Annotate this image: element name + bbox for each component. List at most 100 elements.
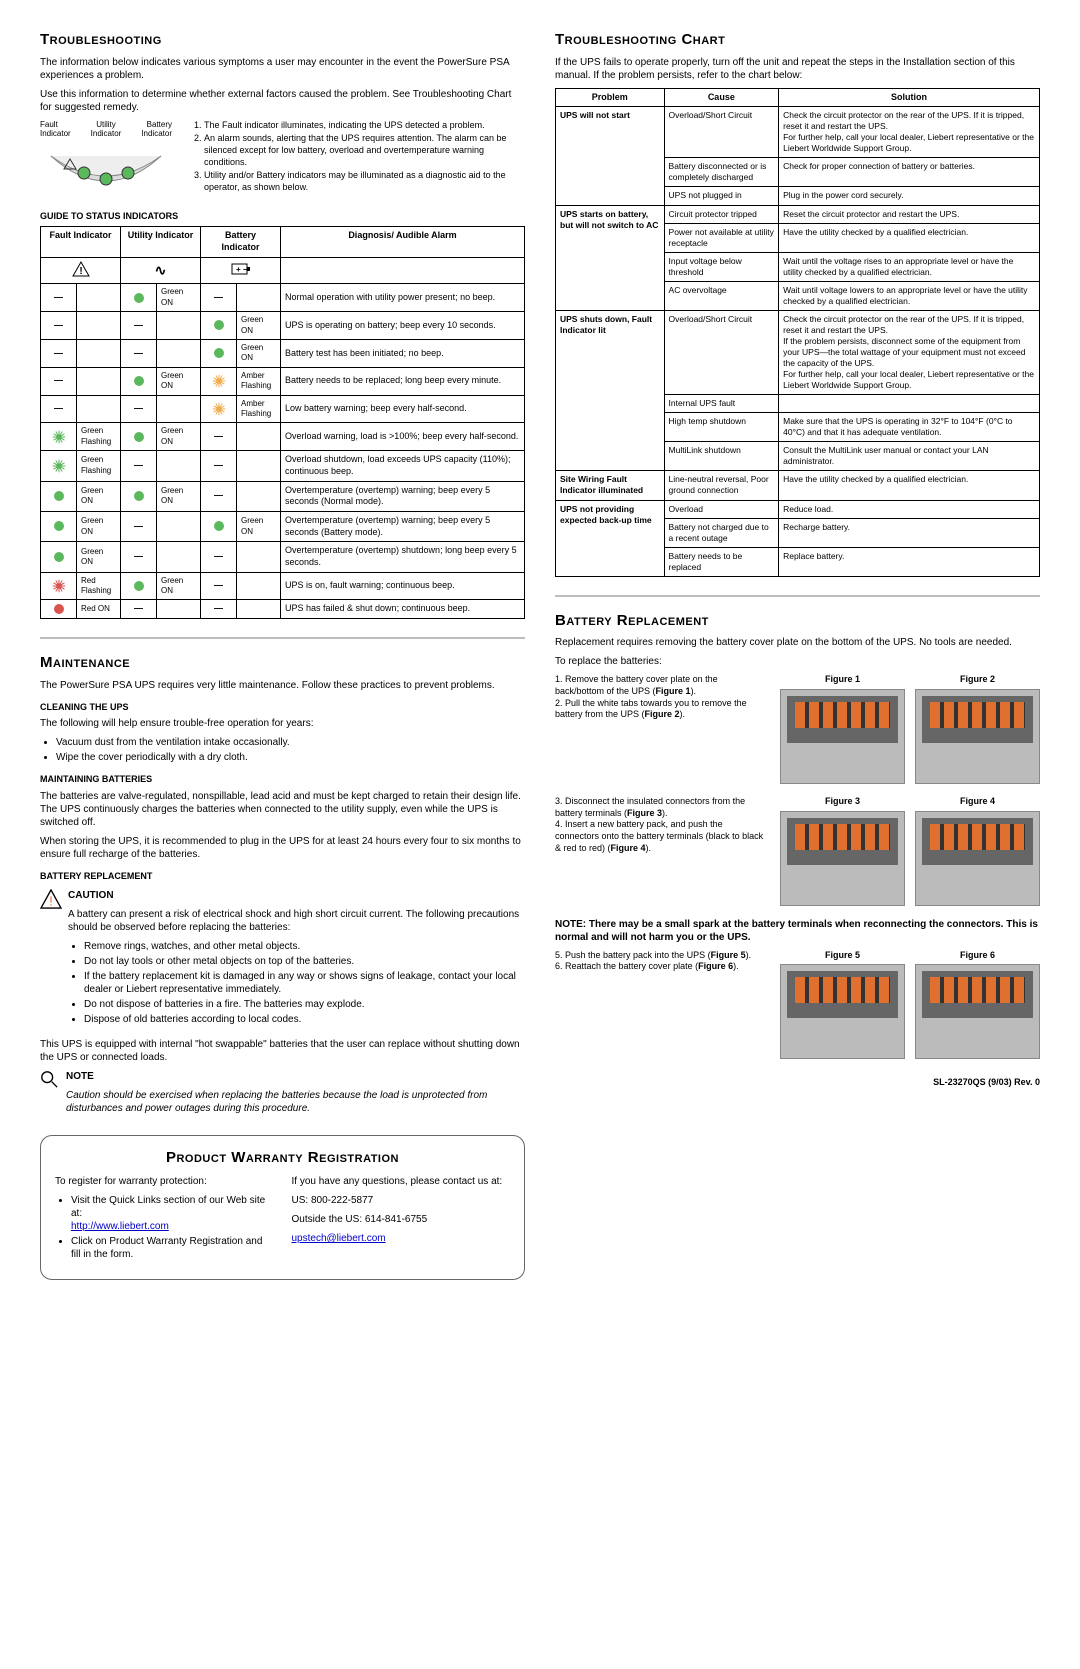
diagnosis-cell: Overtemperature (overtemp) shutdown; lon… [281,542,525,572]
chart-row: UPS not providing expected back-up timeO… [556,500,1040,518]
figure-2-image [915,689,1040,784]
steps-1-2: 1. Remove the battery cover plate on the… [555,674,766,784]
status-row: Green ONGreen ON—Overtemperature (overte… [41,481,525,511]
caution-triangle-icon: ! [40,889,62,909]
indicator-icon: — [201,600,237,619]
label-battery: Battery Indicator [132,120,172,139]
diagnosis-cell: Overtemperature (overtemp) warning; beep… [281,481,525,511]
warranty-email-link[interactable]: upstech@liebert.com [292,1233,386,1244]
indicator-icon [121,367,157,395]
status-indicator-table: Fault Indicator Utility Indicator Batter… [40,226,525,619]
steps-3-4: 3. Disconnect the insulated connectors f… [555,796,766,906]
figure-6-image [915,964,1040,1059]
warranty-item-2: Click on Product Warranty Registration a… [71,1235,274,1261]
cause-cell: MultiLink shutdown [664,442,779,471]
cause-cell: UPS not plugged in [664,187,779,205]
cause-cell: Overload/Short Circuit [664,107,779,158]
indicator-label [237,572,281,600]
cause-cell: High temp shutdown [664,413,779,442]
indicator-label: Green ON [237,511,281,541]
battery-intro: Replacement requires removing the batter… [555,636,1040,649]
solution-cell: Have the utility checked by a qualified … [779,471,1040,500]
cause-cell: Line-neutral reversal, Poor ground conne… [664,471,779,500]
clean-intro: The following will help ensure trouble-f… [40,717,525,730]
indicator-icon [121,572,157,600]
solution-cell: Wait until the voltage rises to an appro… [779,252,1040,281]
heading-cleaning: CLEANING THE UPS [40,702,525,714]
section-divider [40,637,525,639]
indicator-icon [121,481,157,511]
indicator-label [157,511,201,541]
indicator-icon: — [201,284,237,312]
indicator-label: Green ON [237,312,281,340]
indicator-icon [201,395,237,423]
th-fault: Fault Indicator [41,227,121,257]
fig5-title: Figure 5 [780,950,905,962]
indicator-label [77,340,121,368]
fig6-title: Figure 6 [915,950,1040,962]
indicator-icon [121,423,157,451]
sine-icon: ∿ [155,262,167,278]
indicator-icon: — [201,451,237,481]
fig3-title: Figure 3 [780,796,905,808]
heading-batrepl: BATTERY REPLACEMENT [40,871,525,883]
caution-text: A battery can present a risk of electric… [68,908,525,934]
th-utility: Utility Indicator [121,227,201,257]
indicator-icon [201,511,237,541]
status-row: Green Flashing——Overload shutdown, load … [41,451,525,481]
indicator-label [77,367,121,395]
maintbat-1: The batteries are valve-regulated, nonsp… [40,790,525,829]
indicator-label: Green Flashing [77,451,121,481]
indicator-icon [41,511,77,541]
indicator-icon [201,367,237,395]
solution-cell: Make sure that the UPS is operating in 3… [779,413,1040,442]
status-row: Red FlashingGreen ON—UPS is on, fault wa… [41,572,525,600]
cause-cell: Power not available at utility receptacl… [664,223,779,252]
indicator-icon [41,572,77,600]
maint-intro: The PowerSure PSA UPS requires very litt… [40,679,525,692]
note-label: NOTE [66,1070,525,1083]
caution-label: CAUTION [68,889,525,902]
indicator-icon: — [121,600,157,619]
label-fault: Fault Indicator [40,120,80,139]
svg-text:!: ! [49,893,53,908]
warranty-left-intro: To register for warranty protection: [55,1175,274,1188]
list-item: Remove rings, watches, and other metal o… [84,940,525,953]
list-item: If the battery replacement kit is damage… [84,970,525,996]
solution-cell [779,395,1040,413]
doc-footer: SL-23270QS (9/03) Rev. 0 [555,1077,1040,1089]
problem-cell: UPS will not start [556,107,665,205]
problem-cell: UPS shuts down, Fault Indicator lit [556,310,665,471]
cause-cell: Overload [664,500,779,518]
status-row: —Green ONAmber FlashingBattery needs to … [41,367,525,395]
indicator-icon [201,340,237,368]
cause-cell: Battery disconnected or is completely di… [664,158,779,187]
list-item: Do not dispose of batteries in a fire. T… [84,998,525,1011]
fig4-title: Figure 4 [915,796,1040,808]
indicator-icon [201,312,237,340]
label-utility: Utility Indicator [86,120,126,139]
solution-cell: Reset the circuit protector and restart … [779,205,1040,223]
indicator-label [157,542,201,572]
warranty-phone-intl: Outside the US: 614-841-6755 [292,1213,511,1226]
heading-chart: Troubleshooting Chart [555,30,1040,50]
diagnosis-cell: UPS is on, fault warning; continuous bee… [281,572,525,600]
indicator-label: Green Flashing [77,423,121,451]
fig2-title: Figure 2 [915,674,1040,686]
guide-title: GUIDE TO STATUS INDICATORS [40,211,525,223]
indicator-label [237,600,281,619]
status-row: ——Green ONBattery test has been initiate… [41,340,525,368]
th-diag: Diagnosis/ Audible Alarm [281,227,525,257]
warranty-left-list: Visit the Quick Links section of our Web… [71,1194,274,1261]
indicator-label: Green ON [157,572,201,600]
indicator-label: Green ON [157,284,201,312]
indicator-label: Green ON [157,423,201,451]
indicator-icon [121,284,157,312]
indicator-label [77,284,121,312]
warranty-url-link[interactable]: http://www.liebert.com [71,1221,169,1232]
fig-block-56: 5. Push the battery pack into the UPS (F… [555,950,1040,1060]
heading-maintenance: Maintenance [40,653,525,673]
indicator-label [157,312,201,340]
solution-cell: Check for proper connection of battery o… [779,158,1040,187]
indicator-label [237,284,281,312]
